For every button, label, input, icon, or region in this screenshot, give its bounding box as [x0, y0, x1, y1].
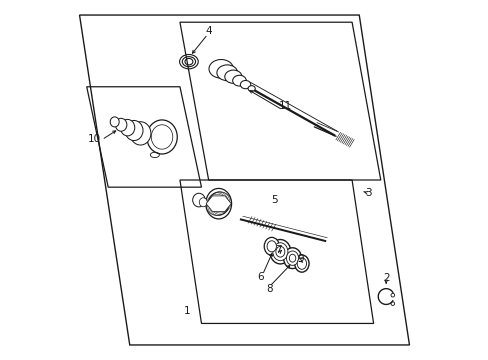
- Ellipse shape: [217, 65, 237, 81]
- Text: 2: 2: [382, 273, 388, 283]
- Ellipse shape: [272, 243, 287, 261]
- Text: 6: 6: [257, 272, 264, 282]
- Ellipse shape: [264, 237, 279, 255]
- Ellipse shape: [224, 70, 242, 84]
- Ellipse shape: [269, 239, 290, 264]
- Ellipse shape: [240, 81, 250, 89]
- Ellipse shape: [283, 248, 301, 269]
- Text: 3: 3: [364, 188, 371, 198]
- Ellipse shape: [125, 121, 142, 140]
- Ellipse shape: [120, 120, 135, 136]
- Text: 1: 1: [183, 306, 190, 316]
- Ellipse shape: [247, 86, 255, 91]
- Ellipse shape: [205, 188, 231, 219]
- Ellipse shape: [232, 75, 246, 86]
- Ellipse shape: [294, 255, 308, 272]
- Text: 8: 8: [266, 284, 272, 294]
- Ellipse shape: [275, 246, 285, 257]
- Text: 4: 4: [205, 26, 211, 36]
- Ellipse shape: [199, 198, 207, 207]
- Ellipse shape: [208, 59, 233, 78]
- Text: 11: 11: [279, 102, 292, 112]
- Text: 7: 7: [275, 245, 281, 255]
- Polygon shape: [206, 196, 231, 211]
- Ellipse shape: [146, 120, 177, 154]
- Ellipse shape: [192, 193, 205, 207]
- Text: 5: 5: [271, 195, 278, 205]
- Text: 9: 9: [297, 254, 304, 264]
- Ellipse shape: [115, 118, 126, 131]
- Ellipse shape: [151, 125, 172, 149]
- Ellipse shape: [286, 251, 298, 265]
- Ellipse shape: [297, 258, 306, 269]
- Ellipse shape: [266, 241, 276, 252]
- Ellipse shape: [289, 254, 295, 262]
- Ellipse shape: [130, 122, 151, 145]
- Text: 10: 10: [87, 134, 100, 144]
- Ellipse shape: [110, 117, 119, 127]
